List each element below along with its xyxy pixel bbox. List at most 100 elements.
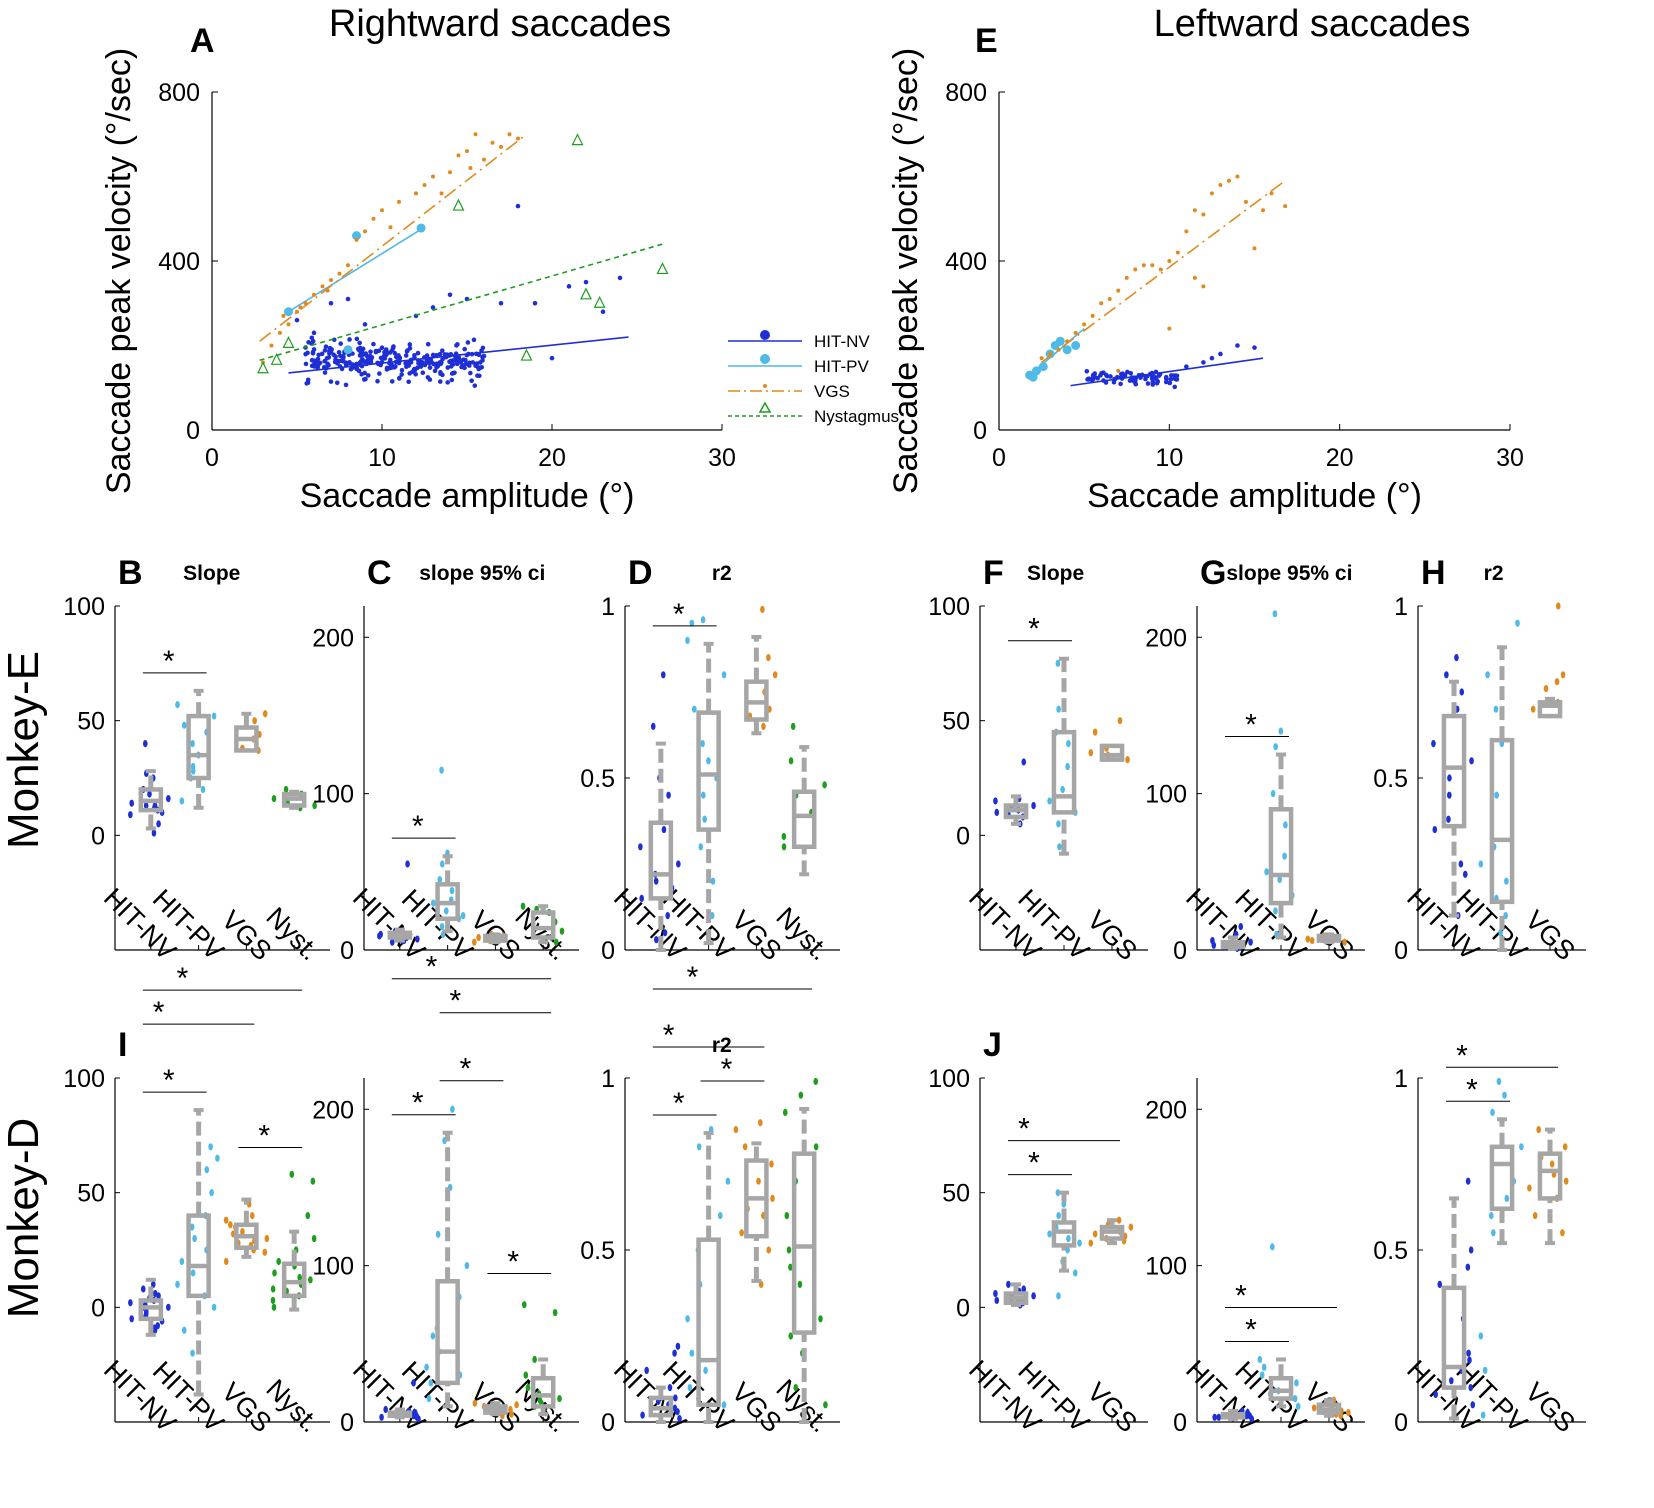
x-tick-label: 10 <box>368 444 396 472</box>
data-point <box>672 1404 678 1412</box>
data-point <box>438 361 443 367</box>
data-point <box>1098 373 1103 378</box>
data-point <box>1060 785 1065 794</box>
data-point <box>1491 1229 1496 1237</box>
data-point <box>1088 749 1094 757</box>
data-point <box>425 341 431 347</box>
data-point <box>335 361 340 366</box>
data-point <box>439 860 445 868</box>
data-point <box>348 366 354 372</box>
data-point <box>303 361 309 367</box>
significance-star: * <box>721 1053 733 1086</box>
data-point <box>661 826 667 834</box>
data-point <box>310 350 316 356</box>
data-point <box>1153 376 1159 382</box>
data-point <box>793 1384 799 1392</box>
data-point <box>1072 1269 1078 1277</box>
panel-letter-H: H <box>1421 554 1446 592</box>
data-point <box>654 936 659 944</box>
significance-star: * <box>1235 1279 1247 1312</box>
data-point <box>667 1384 673 1392</box>
data-point <box>209 1189 214 1197</box>
data-point <box>1212 1413 1217 1421</box>
data-point <box>761 722 766 731</box>
data-point <box>1201 360 1206 365</box>
data-point <box>379 1413 384 1421</box>
data-point <box>354 336 360 342</box>
data-point <box>460 912 466 920</box>
data-point <box>354 237 359 242</box>
data-point <box>328 379 334 384</box>
data-point <box>1062 345 1072 355</box>
data-point <box>468 370 473 376</box>
data-point <box>424 353 430 358</box>
data-point <box>328 349 334 354</box>
data-point <box>1277 876 1282 884</box>
box <box>1268 1375 1294 1401</box>
data-point <box>523 1371 529 1379</box>
data-point <box>143 801 149 810</box>
data-point <box>175 701 180 709</box>
data-point <box>700 791 706 799</box>
data-point <box>439 766 444 774</box>
data-point <box>211 712 217 720</box>
data-point <box>689 619 695 627</box>
data-point <box>498 300 504 306</box>
data-point <box>270 1296 276 1305</box>
significance-star: * <box>1018 1113 1030 1146</box>
data-point <box>1469 757 1474 765</box>
data-point <box>721 1401 727 1409</box>
data-point <box>309 335 315 341</box>
fit-line <box>259 133 527 342</box>
significance-star: * <box>673 598 685 631</box>
y-tick-label: 0 <box>956 822 970 850</box>
data-point <box>760 605 765 614</box>
data-point <box>129 799 134 807</box>
data-point <box>147 790 152 798</box>
data-point <box>262 1248 268 1256</box>
data-point <box>665 912 670 920</box>
y-tick-label: 50 <box>942 708 970 736</box>
y-tick-label: 200 <box>312 1096 354 1124</box>
data-point <box>1127 378 1133 383</box>
data-point <box>278 330 282 335</box>
data-point <box>1173 373 1179 379</box>
data-point <box>756 1177 761 1185</box>
legend: HIT-NV HIT-PV VGS Nystagmus <box>728 330 899 426</box>
data-point <box>439 191 444 196</box>
category-label: VGS <box>1519 1377 1581 1439</box>
data-point <box>1090 313 1095 318</box>
significance-star: * <box>163 645 175 678</box>
metric-title: r2 <box>1484 562 1504 585</box>
data-point <box>434 364 439 370</box>
data-point <box>781 843 787 851</box>
data-point <box>1270 790 1276 798</box>
row-label-monkey-d: Monkey-D <box>0 1118 48 1319</box>
data-point <box>1244 1412 1250 1420</box>
data-point <box>1057 843 1062 851</box>
y-tick-label: 0.5 <box>1373 1237 1408 1265</box>
data-point <box>1150 379 1156 385</box>
data-point <box>1282 852 1287 860</box>
data-point <box>223 1216 229 1224</box>
data-point <box>396 353 401 358</box>
data-point <box>781 832 787 841</box>
data-point <box>289 1170 295 1178</box>
data-point <box>1210 937 1215 945</box>
legend-marker-hit-pv <box>760 354 770 364</box>
data-point <box>1116 288 1121 293</box>
data-point <box>412 353 417 358</box>
data-point <box>359 357 365 362</box>
data-point <box>1128 1223 1134 1231</box>
box <box>1441 713 1467 829</box>
data-point <box>478 360 483 365</box>
scatter-panel-E: E 0 10 20 30 0 400 800 Saccade amplitude (°) Sacc… <box>887 22 1524 515</box>
data-point <box>1527 1184 1532 1192</box>
data-point <box>1238 922 1244 931</box>
data-point <box>443 907 449 915</box>
data-point <box>323 344 329 349</box>
data-point <box>742 1143 748 1151</box>
box <box>1489 737 1515 905</box>
data-point <box>458 360 464 365</box>
